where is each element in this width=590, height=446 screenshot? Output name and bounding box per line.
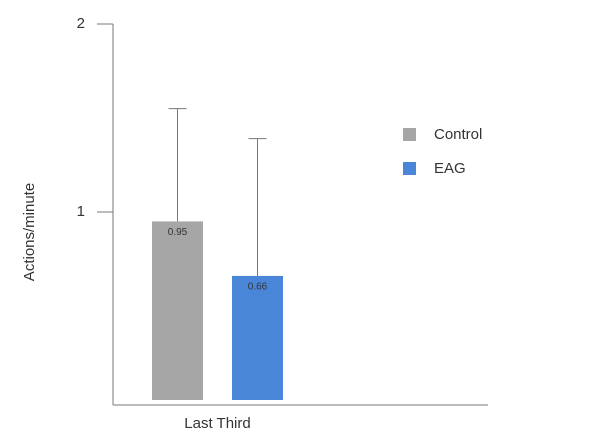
y-tick-label: 2 — [77, 15, 85, 32]
bar — [152, 221, 203, 400]
legend-label: EAG — [434, 160, 466, 177]
legend-swatch — [403, 162, 416, 175]
bar — [232, 275, 283, 400]
legend-swatch — [403, 128, 416, 141]
legend-label: Control — [434, 126, 482, 143]
y-tick-label: 1 — [77, 203, 85, 220]
y-axis-label: Actions/minute — [21, 183, 38, 281]
error-bar — [248, 138, 267, 276]
error-bar — [168, 108, 187, 222]
x-tick-label: Last Third — [184, 415, 250, 432]
data-label: 0.95 — [168, 227, 188, 238]
data-label: 0.66 — [248, 282, 268, 293]
